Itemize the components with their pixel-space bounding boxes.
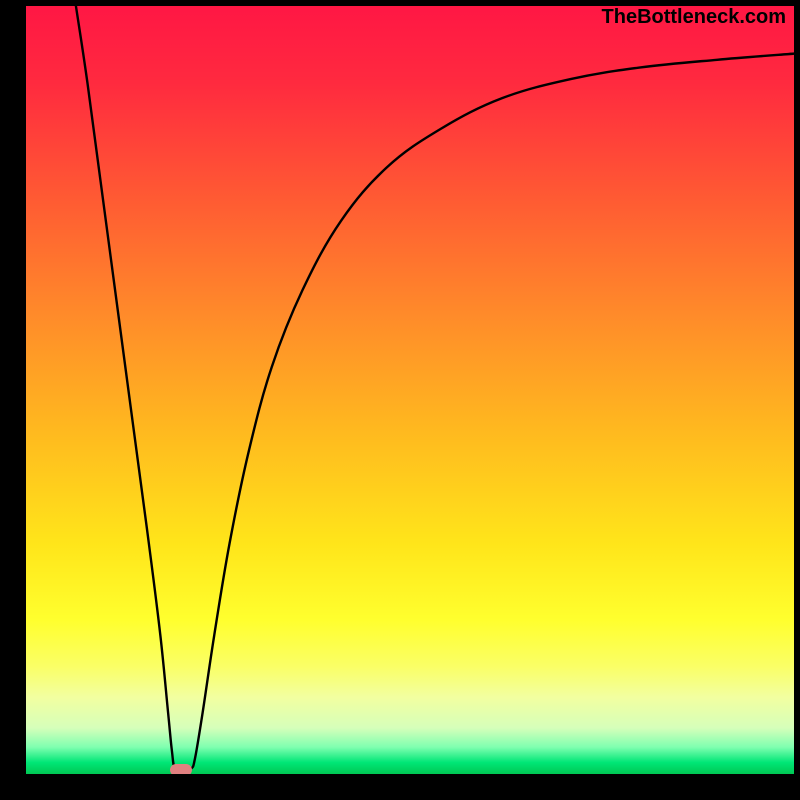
optimal-point-marker (170, 764, 192, 774)
bottleneck-curve-svg (26, 6, 794, 774)
curve-path (76, 6, 794, 771)
plot-area: TheBottleneck.com (26, 6, 794, 774)
